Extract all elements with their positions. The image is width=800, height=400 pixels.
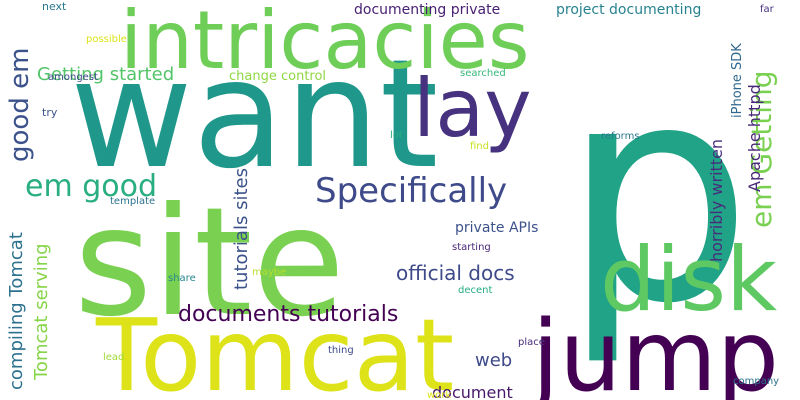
word-site: site <box>74 176 345 350</box>
word-lead: lead <box>103 352 124 363</box>
word-document: document <box>432 383 513 400</box>
word-project-documenting: project documenting <box>556 2 701 18</box>
word-find: find <box>470 141 489 152</box>
word-lay: lay <box>413 62 532 155</box>
word-reforms: reforms <box>601 131 640 142</box>
word-official-docs: official docs <box>396 261 515 285</box>
word-decent: decent <box>458 285 492 296</box>
word-maybe: maybe <box>252 267 286 278</box>
word-searched: searched <box>460 68 506 79</box>
word-want: want <box>70 28 438 202</box>
word-lot: lot <box>390 130 403 141</box>
word-p: p <box>562 20 752 369</box>
word-tomcat: Tomcat <box>95 297 454 400</box>
word-iphone-sdk: iPhone SDK <box>730 43 745 118</box>
word-work: work <box>427 390 451 400</box>
word-possible: possible <box>86 34 127 45</box>
word-disk: disk <box>600 228 777 331</box>
word-documenting-private: documenting private <box>354 2 500 18</box>
word-place: place <box>518 337 545 348</box>
word-apache-httpd: Apache httpd <box>745 84 764 192</box>
word-try: try <box>42 106 58 119</box>
word-thing: thing <box>328 345 354 356</box>
word-jump: jump <box>530 300 779 400</box>
word-intricacies: intricacies <box>120 0 530 87</box>
word-tutorials-sites: tutorials sites <box>231 168 252 290</box>
word-specifically: Specifically <box>315 171 507 211</box>
word-em-good: em good <box>25 169 157 204</box>
word-starting: starting <box>452 242 491 253</box>
word-compiling-tomcat: compiling Tomcat <box>6 232 27 390</box>
word-documents-tutorials: documents tutorials <box>178 302 398 327</box>
word-em-getting: em Getting <box>745 70 778 228</box>
word-next: next <box>42 0 67 13</box>
word-share: share <box>168 273 196 284</box>
word-change-control: change control <box>229 69 326 84</box>
word-getting-started: Getting started <box>37 64 174 85</box>
word-company: company <box>733 376 779 387</box>
word-far: far <box>760 4 775 15</box>
word-tomcat-serving: Tomcat serving <box>31 243 52 381</box>
word-template: template <box>110 196 155 207</box>
word-horribly-written: horribly written <box>707 139 726 262</box>
word-web: web <box>475 350 512 371</box>
word-amongest: amongest <box>48 72 98 83</box>
word-good-em: good em <box>5 48 35 162</box>
word-private-apis: private APIs <box>455 220 538 236</box>
